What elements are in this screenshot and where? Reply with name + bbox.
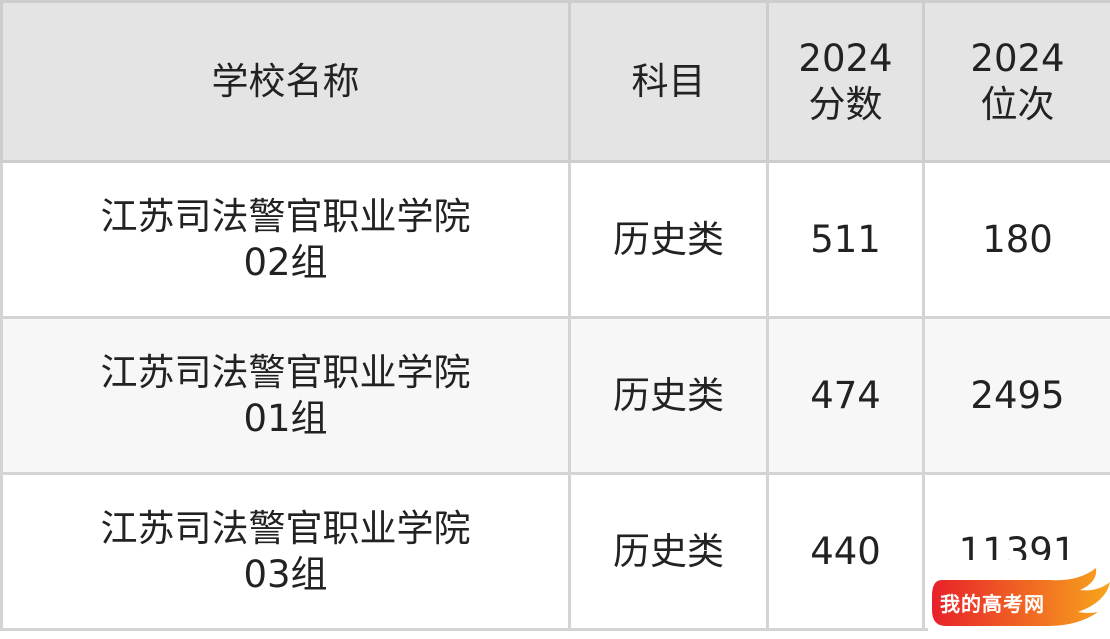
header-row: 学校名称 科目 2024 分数 2024 位次 bbox=[0, 0, 1110, 163]
rank-cell: 2495 bbox=[922, 316, 1110, 475]
table-row: 江苏司法警官职业学院 02组 历史类 511 180 bbox=[0, 160, 1110, 319]
school-group: 03组 bbox=[243, 552, 328, 596]
school-cell: 江苏司法警官职业学院 02组 bbox=[0, 160, 571, 319]
table-row: 江苏司法警官职业学院 03组 历史类 440 11391 bbox=[0, 472, 1110, 631]
header-score-year: 2024 bbox=[798, 36, 893, 80]
rank-cell: 180 bbox=[922, 160, 1110, 319]
header-school: 学校名称 bbox=[0, 0, 571, 163]
header-rank-label: 位次 bbox=[980, 82, 1055, 126]
school-name: 江苏司法警官职业学院 bbox=[100, 194, 471, 238]
table-row: 江苏司法警官职业学院 01组 历史类 474 2495 bbox=[0, 316, 1110, 475]
school-group: 02组 bbox=[243, 240, 328, 284]
flame-icon bbox=[932, 568, 1110, 626]
header-rank-year: 2024 bbox=[970, 36, 1065, 80]
header-score-label: 分数 bbox=[808, 82, 883, 126]
header-subject: 科目 bbox=[568, 0, 769, 163]
school-name: 江苏司法警官职业学院 bbox=[100, 506, 471, 550]
school-cell: 江苏司法警官职业学院 01组 bbox=[0, 316, 571, 475]
score-cell: 440 bbox=[766, 472, 925, 631]
subject-cell: 历史类 bbox=[568, 472, 769, 631]
subject-cell: 历史类 bbox=[568, 160, 769, 319]
subject-cell: 历史类 bbox=[568, 316, 769, 475]
watermark-logo: 我的高考网 bbox=[928, 560, 1110, 639]
score-cell: 474 bbox=[766, 316, 925, 475]
school-name: 江苏司法警官职业学院 bbox=[100, 350, 471, 394]
school-group: 01组 bbox=[243, 396, 328, 440]
header-rank: 2024 位次 bbox=[922, 0, 1110, 163]
watermark-text: 我的高考网 bbox=[940, 592, 1045, 616]
score-cell: 511 bbox=[766, 160, 925, 319]
header-score: 2024 分数 bbox=[766, 0, 925, 163]
school-cell: 江苏司法警官职业学院 03组 bbox=[0, 472, 571, 631]
